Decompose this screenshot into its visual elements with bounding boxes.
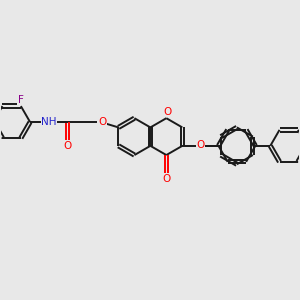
Text: F: F [18,94,24,105]
Text: O: O [63,141,71,151]
Text: O: O [163,107,171,117]
Text: O: O [98,117,106,127]
Text: NH: NH [41,117,57,127]
Text: O: O [162,173,170,184]
Text: O: O [196,140,205,150]
